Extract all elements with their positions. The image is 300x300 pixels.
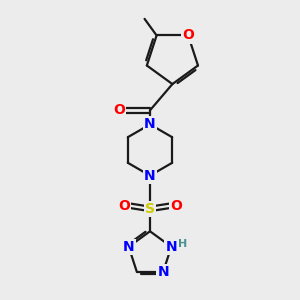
Text: O: O <box>182 28 194 42</box>
Text: N: N <box>158 265 169 279</box>
Text: O: O <box>118 199 130 213</box>
Text: N: N <box>144 117 156 131</box>
Text: H: H <box>178 239 188 249</box>
Text: N: N <box>144 169 156 183</box>
Text: O: O <box>113 103 125 117</box>
Text: O: O <box>170 199 182 213</box>
Text: N: N <box>123 240 134 254</box>
Text: N: N <box>166 240 177 254</box>
Text: S: S <box>145 202 155 216</box>
